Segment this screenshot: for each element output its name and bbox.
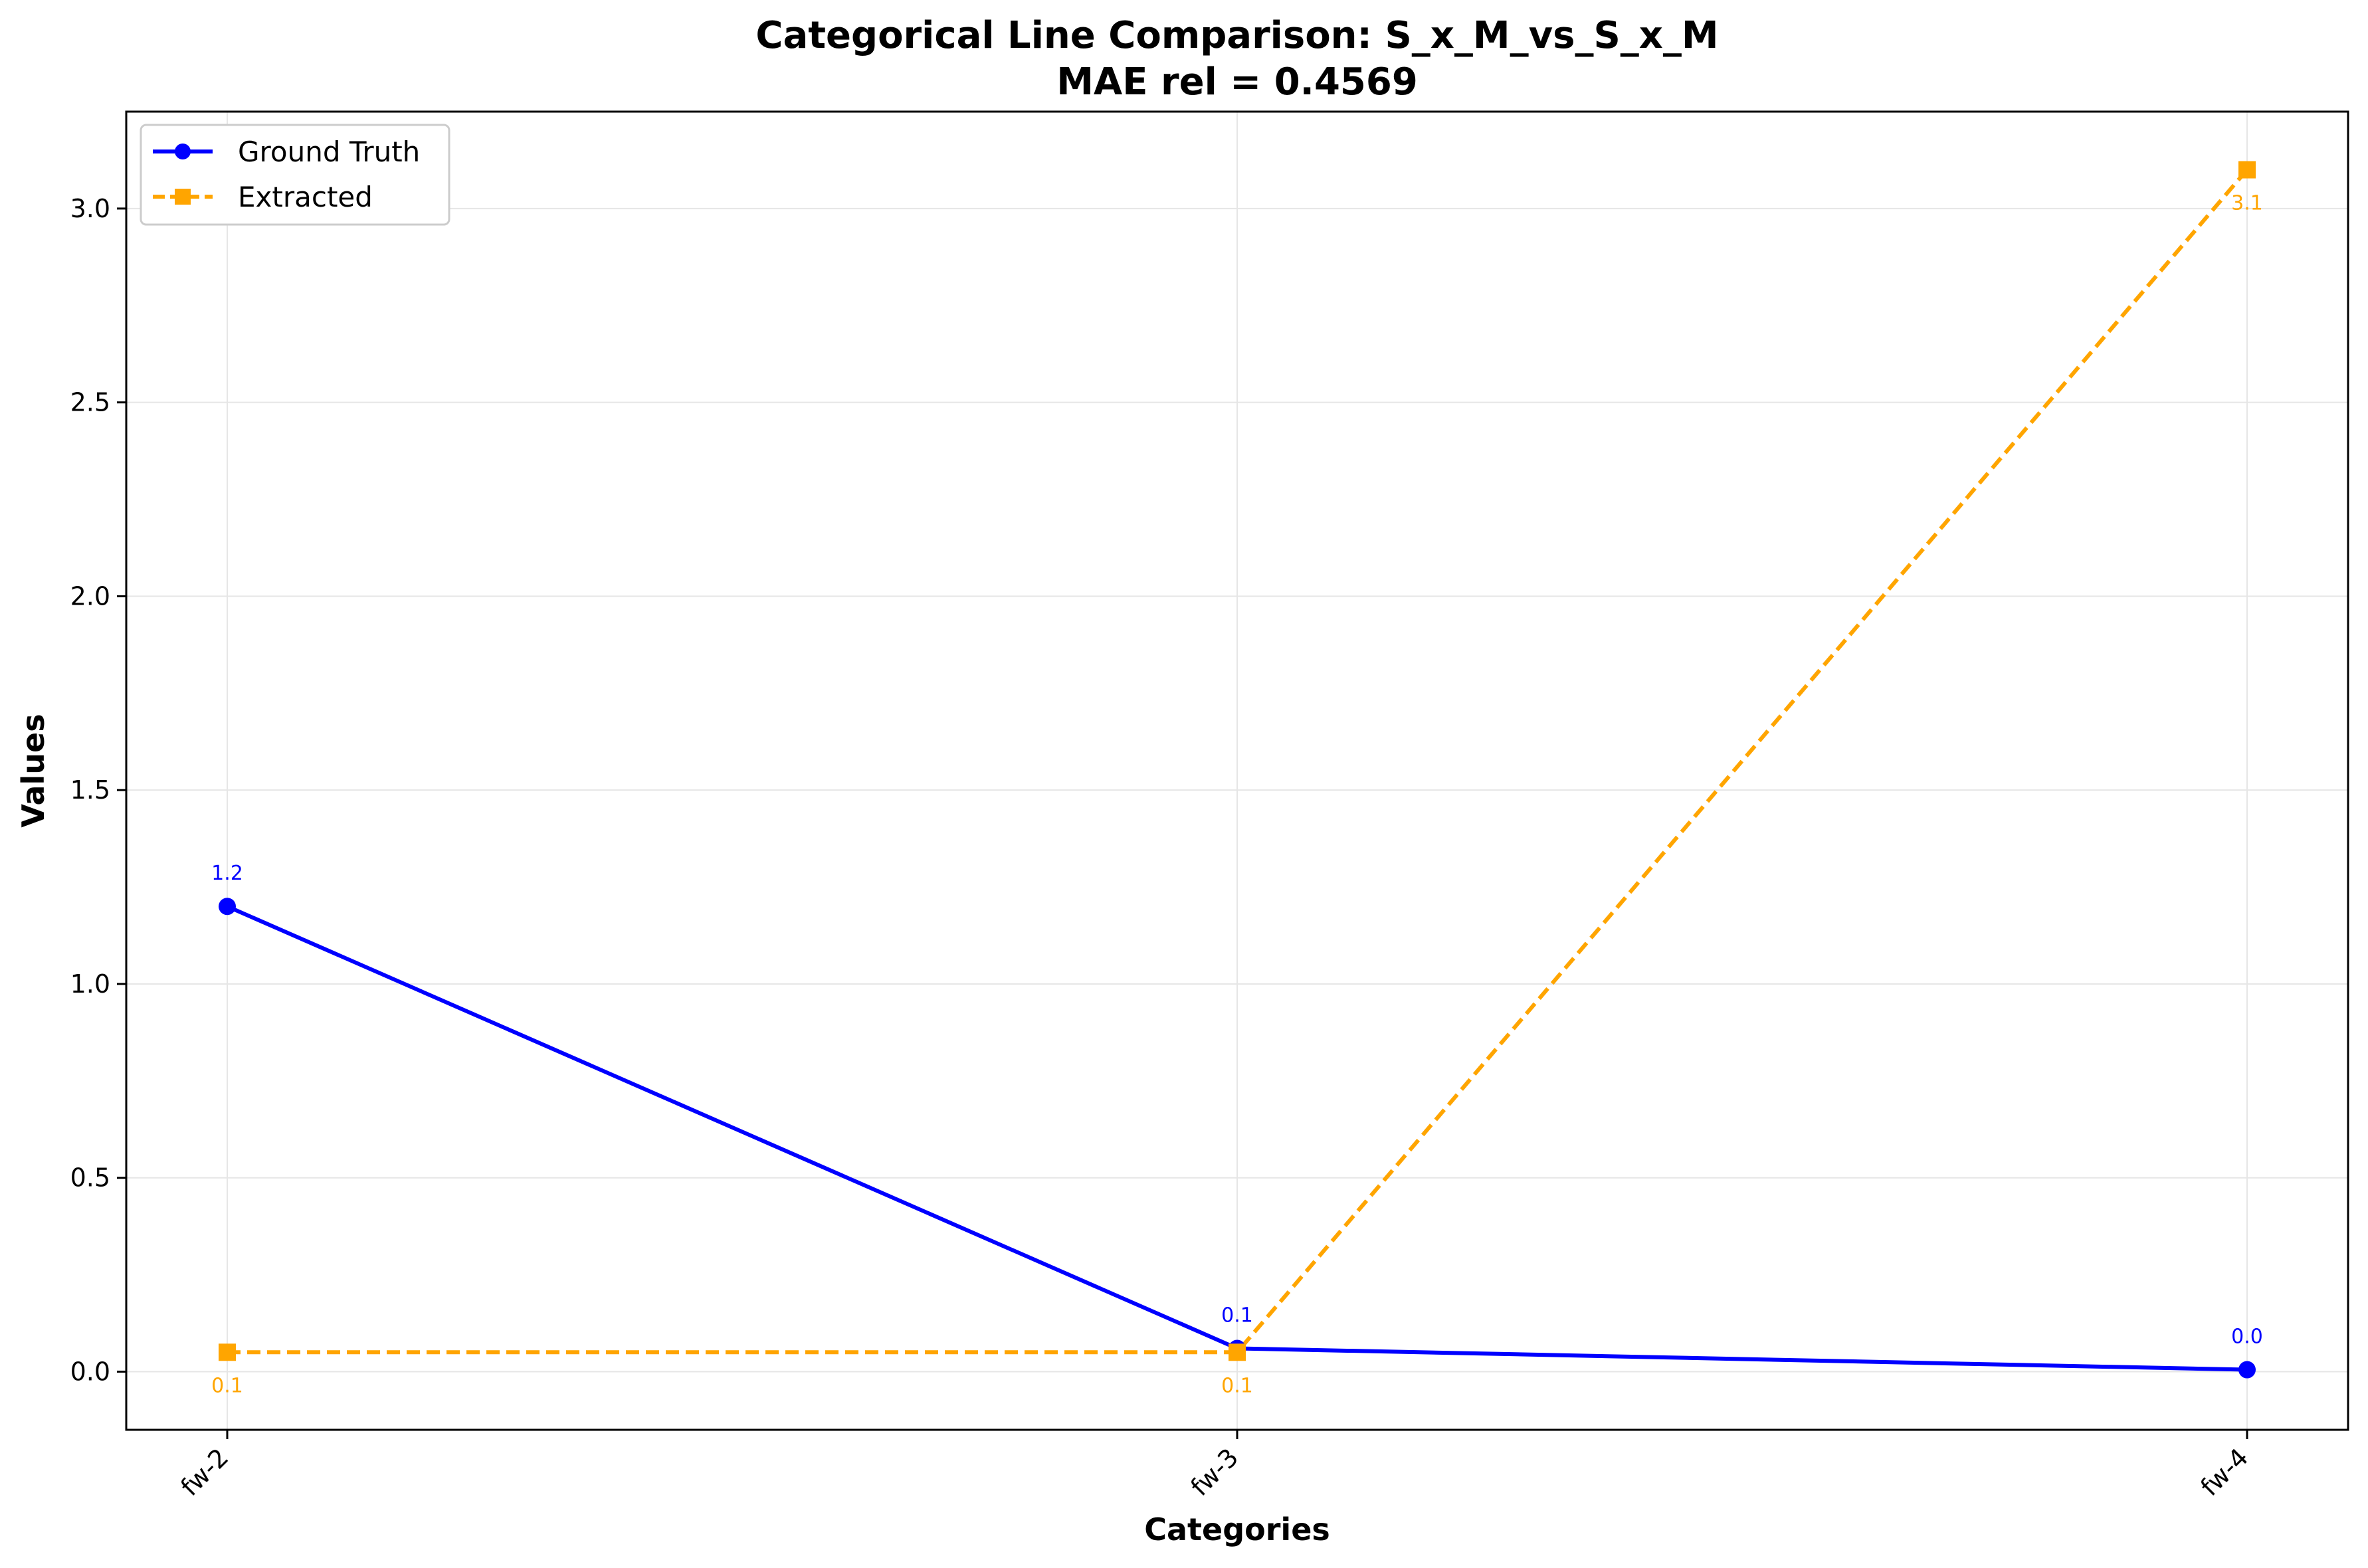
y-tick-label: 3.0 xyxy=(70,194,110,223)
legend: Ground Truth Extracted xyxy=(140,124,450,226)
x-axis-label: Categories xyxy=(1144,1512,1330,1547)
data-point-extracted xyxy=(1229,1343,1246,1361)
data-point-extracted xyxy=(219,1343,236,1361)
y-tick-label: 0.5 xyxy=(70,1163,110,1193)
y-tick-label: 2.5 xyxy=(70,388,110,417)
legend-marker-ground-truth xyxy=(175,144,191,159)
legend-frame xyxy=(140,124,450,226)
y-axis-label: Values xyxy=(15,714,51,827)
data-point-extracted xyxy=(2238,161,2256,179)
data-point-ground-truth xyxy=(2238,1361,2256,1379)
data-label-ground-truth: 1.2 xyxy=(211,862,243,885)
grid xyxy=(126,112,2348,1430)
data-label-ground-truth: 0.1 xyxy=(1221,1304,1253,1327)
y-tick-label: 0.0 xyxy=(70,1357,110,1386)
chart-subtitle: MAE rel = 0.4569 xyxy=(1056,60,1418,104)
data-labels: 1.2 0.1 0.0 0.1 0.1 3.1 xyxy=(211,192,2263,1398)
data-label-extracted: 0.1 xyxy=(211,1374,243,1397)
y-tick-label: 2.0 xyxy=(70,581,110,611)
series-markers xyxy=(219,161,2256,1379)
legend-label-extracted: Extracted xyxy=(238,181,373,213)
legend-label-ground-truth: Ground Truth xyxy=(238,136,420,168)
y-axis-ticks: 0.0 0.5 1.0 1.5 2.0 2.5 3.0 xyxy=(70,194,126,1386)
y-tick-label: 1.5 xyxy=(70,775,110,805)
data-label-extracted: 0.1 xyxy=(1221,1374,1253,1397)
data-label-extracted: 3.1 xyxy=(2231,192,2263,215)
chart-title: Categorical Line Comparison: S_x_M_vs_S_… xyxy=(755,14,1718,57)
data-label-ground-truth: 0.0 xyxy=(2231,1325,2263,1349)
y-tick-label: 1.0 xyxy=(70,969,110,999)
legend-marker-extracted xyxy=(175,189,191,205)
data-point-ground-truth xyxy=(219,898,236,916)
